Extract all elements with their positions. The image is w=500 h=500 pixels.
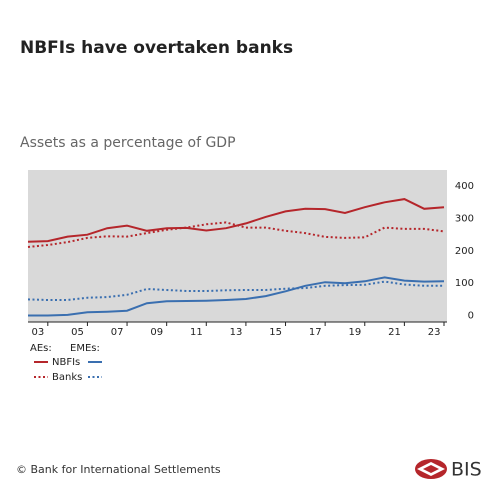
x-tick-label: 09 bbox=[150, 327, 163, 338]
x-tick-label: 11 bbox=[190, 327, 203, 338]
x-tick-label: 23 bbox=[428, 327, 441, 338]
legend-label: Banks bbox=[52, 372, 82, 383]
x-tick-label: 15 bbox=[269, 327, 282, 338]
chart-title: NBFIs have overtaken banks bbox=[20, 38, 293, 58]
plot-area bbox=[28, 170, 447, 322]
x-tick-label: 17 bbox=[309, 327, 322, 338]
bis-logo: BIS bbox=[415, 459, 482, 481]
series-line bbox=[27, 198, 445, 243]
series-line bbox=[27, 221, 445, 248]
y-tick-label: 300 bbox=[455, 214, 474, 225]
legend-label: NBFIs bbox=[52, 357, 80, 368]
chart-subtitle: Assets as a percentage of GDP bbox=[20, 135, 236, 151]
y-tick-label: 400 bbox=[455, 181, 474, 192]
legend-group: EMEs: bbox=[70, 343, 100, 354]
legend-group: AEs: bbox=[30, 343, 52, 354]
series-line bbox=[27, 280, 444, 301]
x-tick-label: 19 bbox=[348, 327, 361, 338]
y-tick-label: 200 bbox=[455, 246, 474, 257]
x-tick-label: 05 bbox=[71, 327, 84, 338]
x-tick-label: 13 bbox=[230, 327, 243, 338]
logo-text: BIS bbox=[451, 459, 482, 481]
y-tick-label: 0 bbox=[468, 311, 474, 322]
logo-shape bbox=[423, 465, 439, 473]
x-tick-label: 03 bbox=[32, 327, 45, 338]
y-tick-label: 100 bbox=[455, 278, 474, 289]
series-line bbox=[28, 276, 445, 317]
x-tick-label: 21 bbox=[388, 327, 401, 338]
copyright: © Bank for International Settlements bbox=[16, 463, 221, 476]
x-tick-label: 07 bbox=[111, 327, 124, 338]
